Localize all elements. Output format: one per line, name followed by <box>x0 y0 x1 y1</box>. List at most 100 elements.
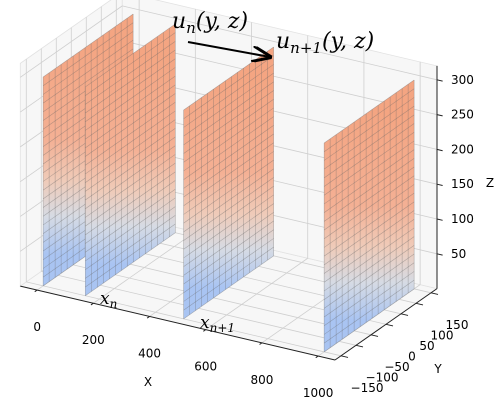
wireframe <box>323 131 415 196</box>
wireframe <box>183 72 274 137</box>
z-tick <box>436 183 443 187</box>
z-tick-label: 100 <box>451 212 474 226</box>
annotation: xn <box>100 289 117 311</box>
wireframe <box>323 149 415 213</box>
wireframe <box>323 201 415 266</box>
wireframe <box>85 32 176 96</box>
wireframe <box>183 142 274 206</box>
wireframe <box>323 140 415 205</box>
wireframe <box>183 203 274 267</box>
y-tick-label: 100 <box>431 328 454 342</box>
wireframe <box>85 197 176 262</box>
wireframe <box>323 279 415 344</box>
annotation-rest: (y, z) <box>196 9 248 34</box>
wireframe <box>183 194 274 259</box>
wireframe <box>85 180 176 244</box>
annotation-rest: (y, z) <box>322 29 374 54</box>
wireframe <box>323 245 415 309</box>
wireframe <box>323 262 415 326</box>
wireframe <box>85 67 176 131</box>
wireframe <box>85 110 176 175</box>
x-tick-label: 1000 <box>303 386 334 400</box>
wireframe <box>85 206 176 270</box>
wireframe <box>323 114 415 179</box>
wireframe <box>183 64 274 128</box>
wireframe <box>85 223 176 288</box>
y-tick <box>340 355 349 358</box>
x-tick-label: 400 <box>138 346 161 360</box>
x-tick-label: 0 <box>33 320 41 334</box>
x-tick-label: 200 <box>82 333 105 347</box>
wireframe <box>85 93 176 157</box>
y-tick-label: 50 <box>419 339 434 353</box>
wireframe <box>42 48 134 113</box>
wireframe <box>85 84 176 149</box>
wireframe <box>85 101 176 166</box>
z-tick <box>436 114 443 117</box>
wireframe <box>183 212 274 276</box>
annotation-sub: n <box>186 19 196 37</box>
wireframe <box>323 166 415 231</box>
wireframe <box>85 215 176 279</box>
wireframe <box>183 168 274 233</box>
y-tick <box>415 302 424 306</box>
wireframe <box>183 55 274 119</box>
wireframe <box>183 81 274 146</box>
wireframe <box>323 210 415 274</box>
wireframe <box>183 255 274 320</box>
wireframe <box>323 158 415 222</box>
y-tick <box>430 292 439 295</box>
wireframe <box>85 232 176 296</box>
x-tick <box>259 342 263 345</box>
wireframe <box>323 192 415 257</box>
x-axis-label: X <box>144 375 152 389</box>
annotation-base: x <box>200 313 210 333</box>
wireframe <box>85 154 176 218</box>
y-tick-label: 150 <box>446 318 469 332</box>
y-tick-label: −100 <box>366 370 399 384</box>
wireframe <box>85 49 176 114</box>
wireframe <box>85 119 176 183</box>
wireframe <box>183 90 274 154</box>
wireframe <box>42 31 134 95</box>
wireframe <box>323 79 415 144</box>
wireframe <box>85 188 176 253</box>
x-tick <box>146 316 150 319</box>
wireframe <box>85 58 176 122</box>
wireframe <box>183 98 274 163</box>
wireframe <box>85 171 176 236</box>
annotation: un(y, z) <box>172 9 248 37</box>
wireframe <box>323 88 415 152</box>
z-tick-label: 50 <box>451 247 466 261</box>
x-tick-label: 600 <box>194 360 217 374</box>
grid-line <box>122 5 438 81</box>
wireframe <box>183 116 274 180</box>
annotation: xn+1 <box>200 313 235 335</box>
wireframe <box>183 220 274 285</box>
z-tick-label: 250 <box>451 108 474 122</box>
wireframe <box>323 175 415 239</box>
wireframe <box>323 227 415 292</box>
grid-line <box>20 5 123 78</box>
y-tick <box>400 313 409 316</box>
wireframe <box>42 39 134 104</box>
y-tick-label: −50 <box>384 360 409 374</box>
wireframe <box>85 128 176 192</box>
wireframe <box>323 218 415 283</box>
slice <box>324 80 415 352</box>
slices <box>42 13 415 353</box>
y-tick <box>370 334 379 337</box>
wireframe <box>183 238 274 302</box>
wireframe <box>183 159 274 224</box>
annotation-sub: n+1 <box>290 39 322 57</box>
slice <box>183 47 274 319</box>
wireframe <box>85 145 176 209</box>
z-tick <box>436 218 443 221</box>
z-axis-label: Z <box>486 176 494 190</box>
z-tick <box>436 253 443 256</box>
wireframe <box>323 236 415 300</box>
wireframe <box>183 177 274 241</box>
wireframe <box>183 125 274 189</box>
